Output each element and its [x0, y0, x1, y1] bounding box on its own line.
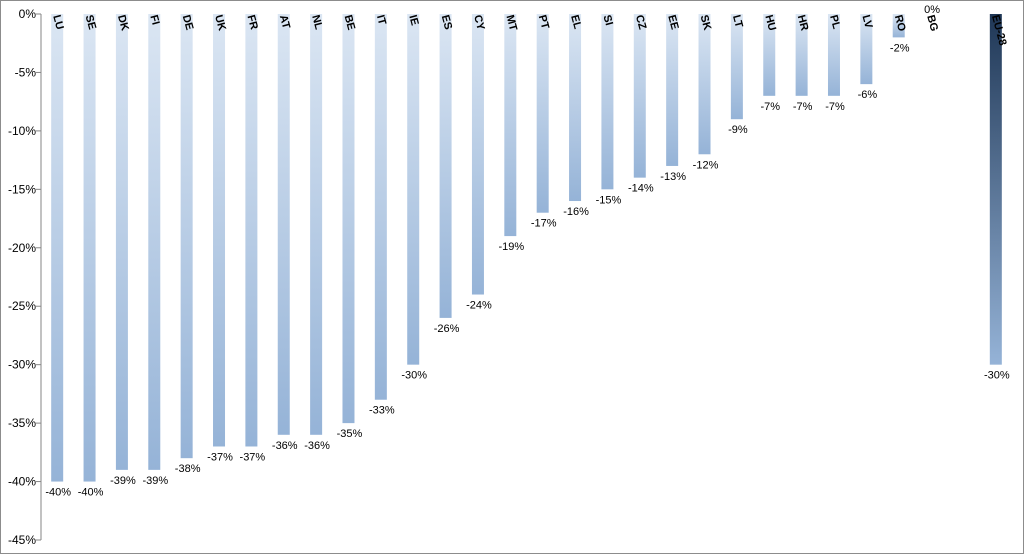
data-label: -36% [304, 440, 330, 452]
bar-ee [666, 14, 679, 166]
bar-ie [407, 14, 420, 365]
data-label: -30% [984, 370, 1010, 382]
bar-lu [51, 14, 64, 482]
category-label: BG [924, 14, 940, 33]
bar-el [569, 14, 582, 202]
category-label: MT [503, 14, 519, 33]
category-label: CZ [633, 14, 648, 32]
category-label: LV [859, 14, 874, 31]
data-label: -7% [825, 101, 845, 113]
bar-hu [763, 14, 776, 96]
data-label: -26% [434, 323, 460, 335]
data-label: -2% [890, 42, 910, 54]
bar-be [342, 14, 355, 424]
data-label: -35% [337, 428, 363, 440]
bar-de [180, 14, 193, 459]
category-label: HR [795, 14, 811, 33]
category-label: SE [83, 14, 98, 31]
category-label: EL [568, 14, 583, 31]
bar-it [374, 14, 387, 400]
data-label: -15% [596, 194, 622, 206]
y-tick-label: -45% [8, 533, 36, 547]
bar-nl [310, 14, 323, 435]
y-tick-label: -30% [8, 358, 36, 372]
y-tick-label: 0% [19, 7, 37, 21]
category-label: CY [471, 14, 487, 33]
category-label: SI [601, 14, 615, 27]
data-label: -40% [45, 487, 71, 499]
data-label: -17% [531, 218, 557, 230]
category-label: DK [115, 14, 131, 33]
data-label: -36% [272, 440, 298, 452]
category-label: LT [730, 14, 745, 30]
bar-dk [115, 14, 128, 470]
bar-mt [504, 14, 517, 237]
category-label: BE [342, 14, 358, 32]
data-label: -39% [142, 475, 168, 487]
data-label: -16% [563, 206, 589, 218]
data-label: 0% [924, 4, 940, 16]
data-label: -37% [240, 451, 266, 463]
bar-fr [245, 14, 258, 447]
data-label: -37% [207, 451, 233, 463]
data-label: -38% [175, 463, 201, 475]
data-label: -24% [466, 300, 492, 312]
category-label: HU [762, 14, 778, 33]
category-label: IT [374, 14, 388, 27]
category-label: RO [892, 14, 908, 33]
y-axis: 0% -5% -10% -15% -20% -25% -30% -35% -40% -45% [8, 7, 42, 547]
bar-at [277, 14, 290, 435]
data-label: -7% [793, 101, 813, 113]
y-tick-label: -5% [15, 65, 37, 79]
bar-es [439, 14, 452, 318]
category-label: PL [827, 14, 842, 31]
category-label: ES [439, 14, 454, 31]
labels: -40% LU -40% SE -39% DK -39% FI -38% DE -37% UK -37%… [45, 4, 1010, 499]
category-label: DE [180, 14, 196, 32]
data-label: -9% [728, 124, 748, 136]
bar-lt [730, 14, 743, 120]
data-label: -39% [110, 475, 136, 487]
bar-si [601, 14, 614, 190]
bar-fi [148, 14, 161, 470]
category-label: AT [277, 14, 292, 31]
category-label: NL [309, 14, 324, 32]
bar-eu-28 [989, 14, 1002, 365]
y-tick-label: -25% [8, 299, 36, 313]
y-tick-label: -35% [8, 416, 36, 430]
bar-hr [795, 14, 808, 96]
data-label: -30% [401, 370, 427, 382]
data-label: -14% [628, 183, 654, 195]
data-label: -13% [660, 171, 686, 183]
bar-pt [536, 14, 549, 213]
category-label: FR [244, 14, 259, 31]
category-label: SK [698, 14, 714, 32]
category-label: UK [212, 14, 228, 33]
data-label: -19% [498, 241, 524, 253]
bar-cz [633, 14, 646, 178]
category-label: LU [50, 14, 65, 31]
category-label: IE [406, 14, 420, 27]
data-label: -40% [78, 487, 104, 499]
y-tick-label: -20% [8, 241, 36, 255]
category-label: EE [665, 14, 680, 31]
data-label: -7% [760, 101, 780, 113]
y-tick-label: -10% [8, 124, 36, 138]
category-label: PT [536, 14, 551, 31]
data-label: -33% [369, 405, 395, 417]
bar-pl [827, 14, 840, 96]
data-label: -12% [693, 159, 719, 171]
bar-se [83, 14, 96, 482]
bar-uk [213, 14, 226, 447]
bar-ro [892, 14, 905, 38]
y-tick-label: -15% [8, 182, 36, 196]
bar-cy [471, 14, 484, 295]
bar-lv [860, 14, 873, 85]
y-tick-label: -40% [8, 475, 36, 489]
data-label: -6% [858, 89, 878, 101]
category-label: FI [147, 14, 161, 27]
bar-sk [698, 14, 711, 155]
bars [51, 14, 1002, 482]
